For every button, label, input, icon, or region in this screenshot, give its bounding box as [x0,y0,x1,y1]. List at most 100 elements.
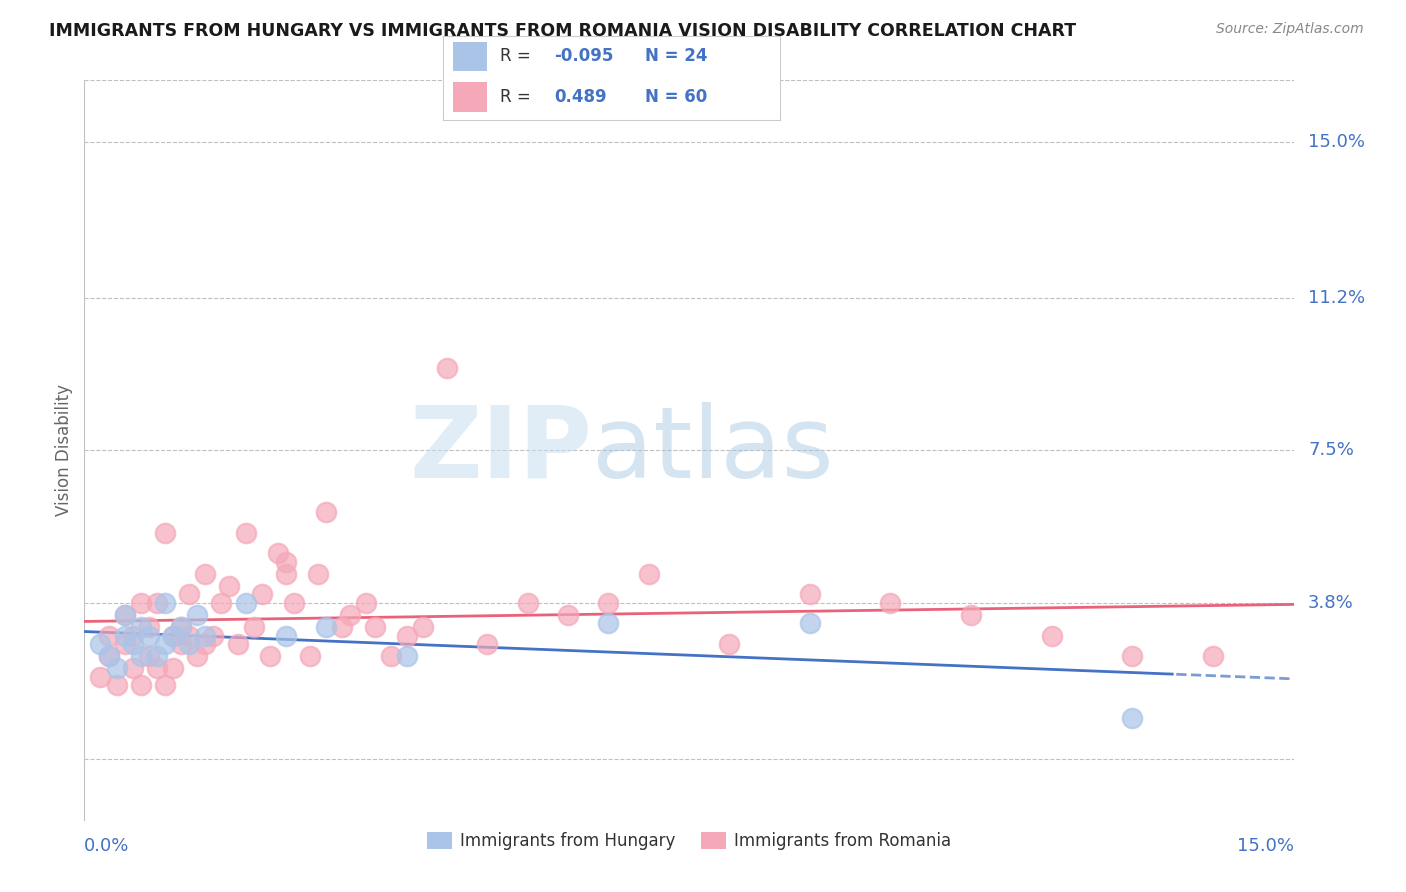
Point [356,596,378,610]
Point [330,620,353,634]
Point [436,361,458,376]
Point [121,628,143,642]
Point [299,649,322,664]
Point [283,596,305,610]
Point [202,628,225,642]
Point [960,607,983,622]
Text: 3.8%: 3.8% [1308,594,1354,612]
Point [89,637,111,651]
Point [129,620,152,634]
Point [186,649,208,664]
Text: 0.0%: 0.0% [84,837,129,855]
Y-axis label: Vision Disability: Vision Disability [55,384,73,516]
Point [129,678,152,692]
Text: N = 24: N = 24 [645,47,707,65]
Point [146,596,169,610]
Point [170,620,193,634]
Point [170,620,193,634]
Point [162,628,184,642]
Text: -0.095: -0.095 [554,47,613,65]
Point [170,637,193,651]
Point [146,661,169,675]
Point [1121,711,1143,725]
Point [718,637,741,651]
Point [477,637,499,651]
Text: ZIP: ZIP [409,402,592,499]
Point [97,628,120,642]
Text: atlas: atlas [592,402,834,499]
Point [267,546,290,560]
Point [799,616,821,631]
Point [129,596,152,610]
Point [97,649,120,664]
Text: 15.0%: 15.0% [1236,837,1294,855]
Point [235,525,257,540]
Point [1040,628,1063,642]
Point [218,579,240,593]
Point [315,505,337,519]
Point [194,628,217,642]
Text: 7.5%: 7.5% [1308,442,1354,459]
Point [153,525,176,540]
Point [146,649,169,664]
Point [138,649,160,664]
Point [799,587,821,601]
Legend: Immigrants from Hungary, Immigrants from Romania: Immigrants from Hungary, Immigrants from… [420,825,957,856]
Bar [453,42,486,71]
Text: R =: R = [501,47,536,65]
Point [339,607,361,622]
Point [179,628,201,642]
Point [138,620,160,634]
Point [186,607,208,622]
Text: 11.2%: 11.2% [1308,289,1365,307]
Point [395,628,418,642]
Point [105,661,128,675]
Point [138,628,160,642]
Point [250,587,273,601]
Text: Source: ZipAtlas.com: Source: ZipAtlas.com [1216,22,1364,37]
Text: N = 60: N = 60 [645,87,707,105]
Point [179,637,201,651]
Text: R =: R = [501,87,536,105]
Point [1202,649,1225,664]
Point [516,596,538,610]
Point [235,596,257,610]
Point [162,628,184,642]
Point [598,596,620,610]
Point [380,649,402,664]
Point [209,596,232,610]
Point [179,587,201,601]
Point [557,607,579,622]
Point [274,628,297,642]
Point [598,616,620,631]
Point [315,620,337,634]
Point [153,678,176,692]
Text: 0.489: 0.489 [554,87,607,105]
Text: 15.0%: 15.0% [1308,133,1365,151]
Point [105,678,128,692]
Point [242,620,264,634]
Point [194,637,217,651]
Bar [453,82,486,112]
Point [274,566,297,581]
Point [395,649,418,664]
Point [412,620,434,634]
Point [97,649,120,664]
Point [121,637,143,651]
Point [162,661,184,675]
Point [114,607,136,622]
Point [226,637,249,651]
Point [114,637,136,651]
Point [1121,649,1143,664]
Text: IMMIGRANTS FROM HUNGARY VS IMMIGRANTS FROM ROMANIA VISION DISABILITY CORRELATION: IMMIGRANTS FROM HUNGARY VS IMMIGRANTS FR… [49,22,1077,40]
Point [637,566,659,581]
Point [121,661,143,675]
Point [194,566,217,581]
Point [153,637,176,651]
Point [129,649,152,664]
Point [89,670,111,684]
Point [114,628,136,642]
Point [307,566,329,581]
Point [363,620,385,634]
Point [114,607,136,622]
